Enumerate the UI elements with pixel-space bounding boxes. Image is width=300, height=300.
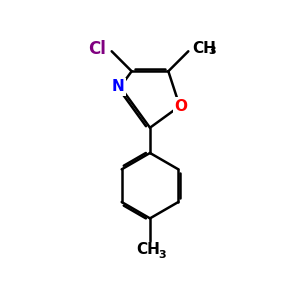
Text: Cl: Cl	[88, 40, 106, 58]
Text: N: N	[112, 80, 124, 94]
Text: CH: CH	[192, 41, 216, 56]
Text: 3: 3	[158, 250, 166, 260]
Text: 3: 3	[208, 46, 216, 56]
Text: O: O	[175, 99, 188, 114]
Text: CH: CH	[136, 242, 160, 257]
